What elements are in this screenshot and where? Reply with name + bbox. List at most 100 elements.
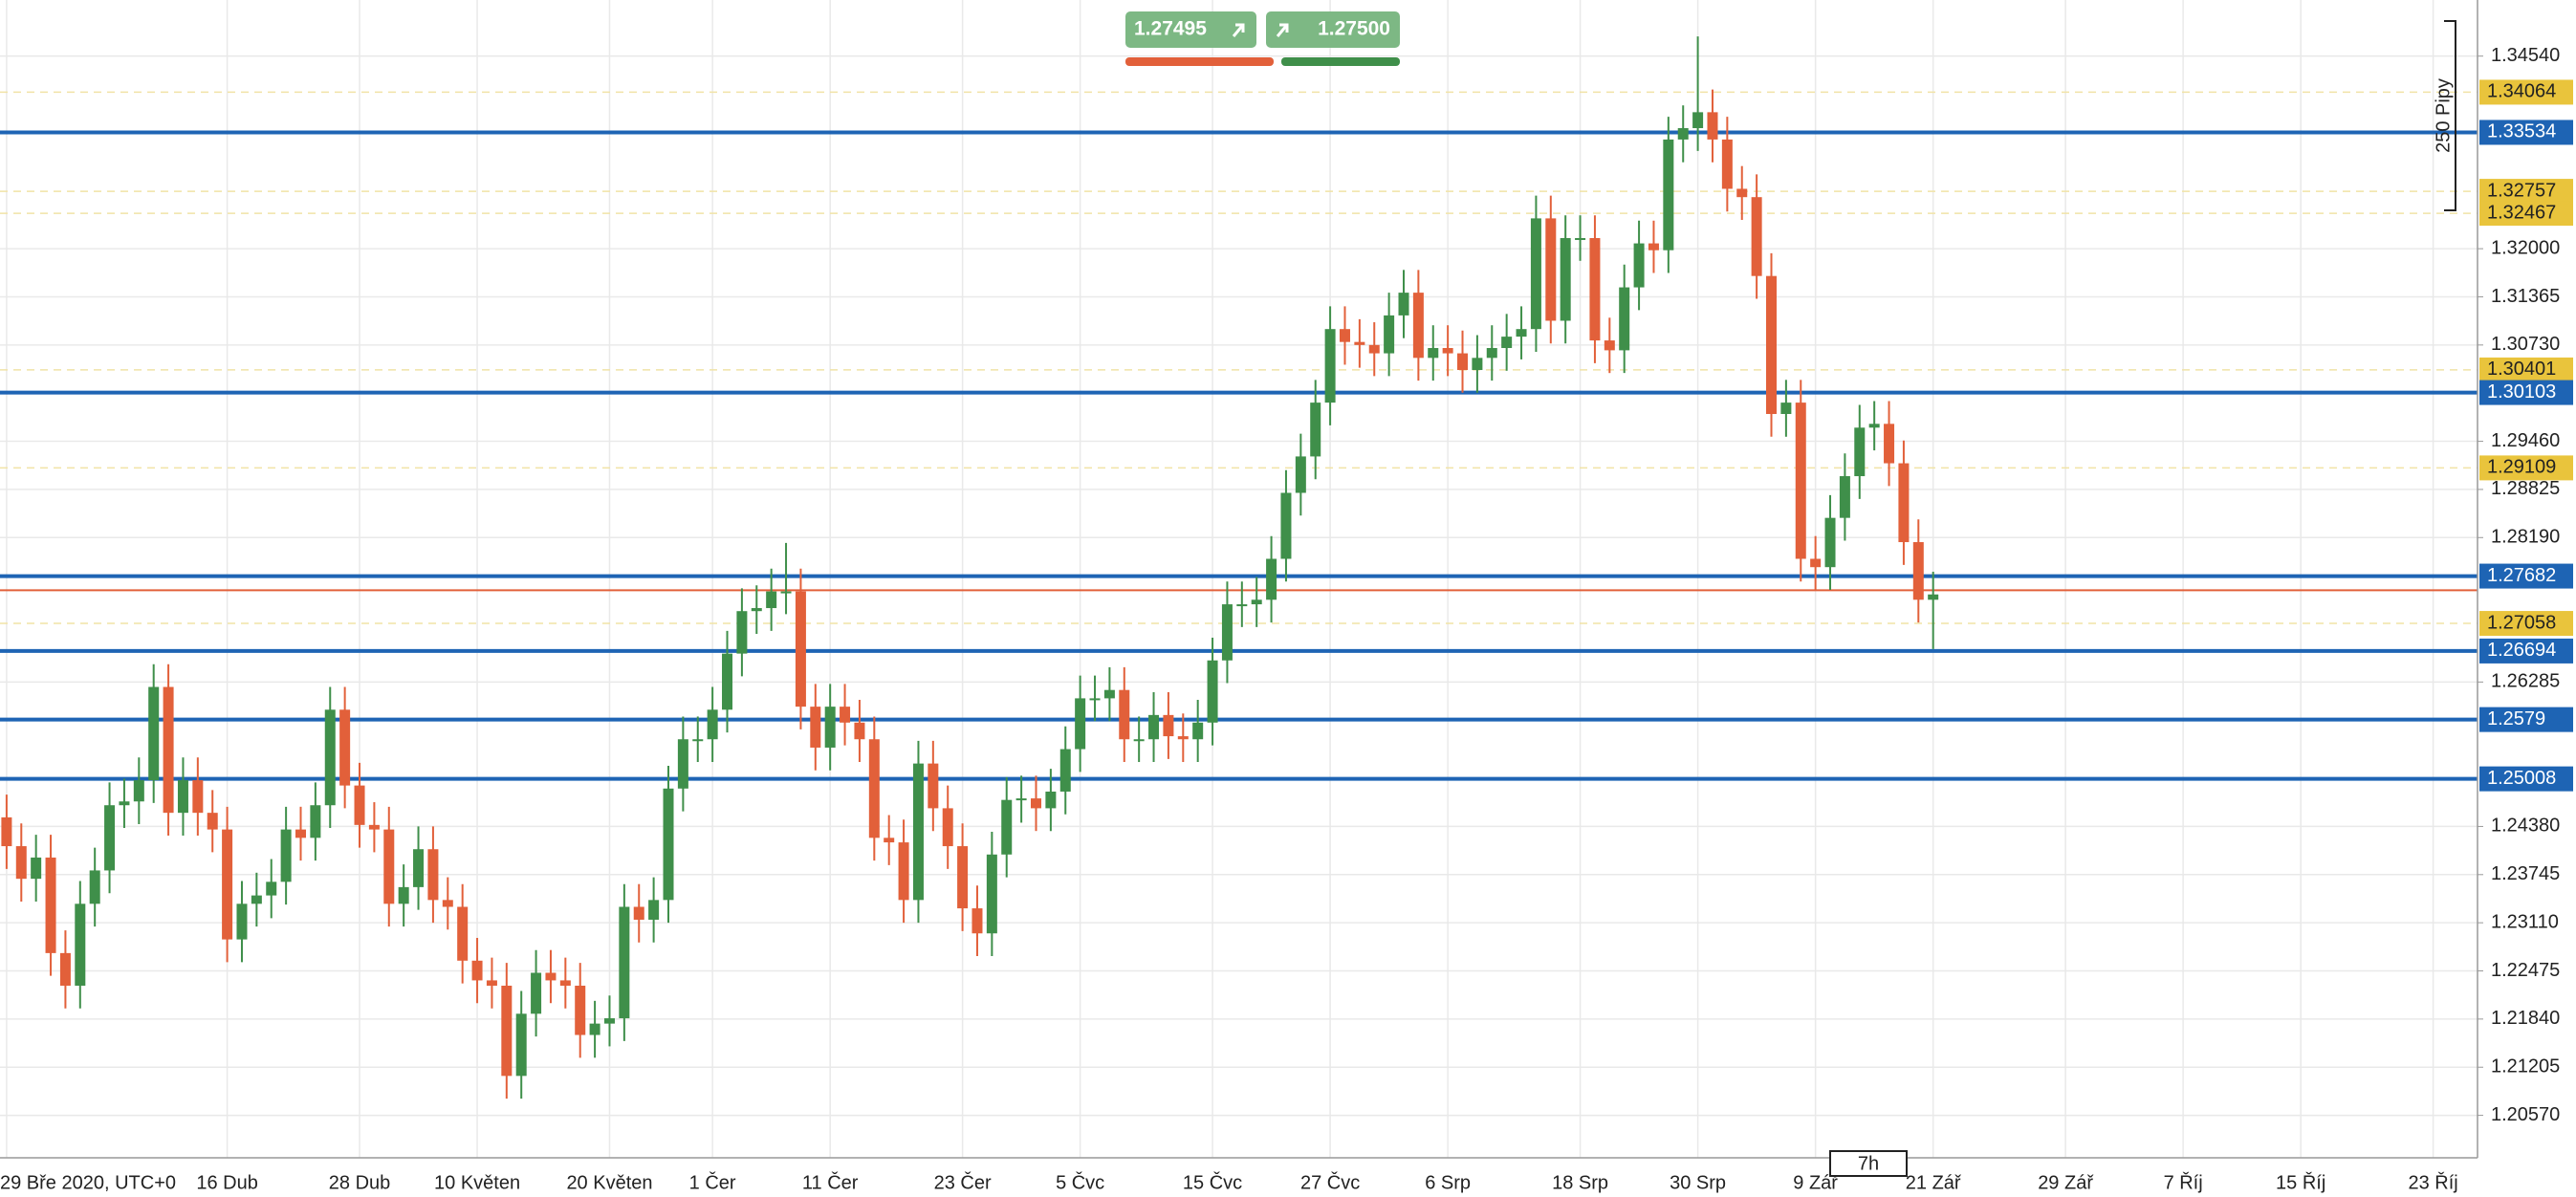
level-label: 1.26694 (2487, 640, 2556, 661)
marker-label: 1.29109 (2487, 457, 2556, 478)
candle-body (1780, 403, 1792, 415)
candle-body (1001, 799, 1013, 855)
candle-body (1368, 344, 1380, 354)
candle-body (295, 829, 306, 838)
candle-body (603, 1018, 615, 1024)
candle-body (1177, 736, 1189, 740)
cursor-label: 7h (1858, 1153, 1879, 1174)
candle-body (1075, 698, 1086, 750)
candles (1, 36, 1939, 1099)
x-tick-label: 9 Zář (1793, 1172, 1839, 1193)
x-tick-label: 10 Květen (434, 1172, 520, 1193)
candle-body (133, 780, 144, 802)
candle-body (1059, 749, 1071, 792)
y-tick-label: 1.24380 (2491, 816, 2560, 837)
trade-buttons: 1.27495 1.27500 (1125, 11, 1400, 66)
marker-box (2479, 611, 2573, 637)
candle-body (383, 829, 395, 904)
candle-body (501, 985, 513, 1077)
x-tick-label: 23 Říj (2408, 1171, 2457, 1193)
candle-body (163, 686, 174, 814)
candle-body (1884, 424, 1895, 464)
candle-body (1604, 340, 1615, 351)
candle-body (45, 857, 56, 953)
range-label: 250 Pipy (2433, 78, 2454, 153)
candle-body (310, 805, 321, 838)
buy-button[interactable]: 1.27500 (1266, 11, 1400, 48)
buy-bar (1281, 57, 1400, 66)
range-bracket: 250 Pipy (2433, 20, 2456, 211)
candle-body (148, 686, 160, 781)
sell-button-bg[interactable] (1125, 11, 1256, 48)
level-label: 1.25008 (2487, 768, 2556, 789)
candle-body (928, 763, 939, 809)
y-tick-label: 1.23110 (2491, 911, 2559, 932)
marker-label: 1.30401 (2487, 359, 2556, 380)
candle-body (1530, 218, 1541, 330)
candle-body (589, 1023, 600, 1035)
marker-label: 1.27058 (2487, 612, 2556, 633)
candle-body (1633, 243, 1645, 288)
candle-body (59, 952, 71, 986)
candle-body (324, 709, 336, 806)
candle-body (854, 722, 865, 740)
x-tick-label: 11 Čer (802, 1171, 859, 1193)
y-tick-label: 1.21205 (2491, 1056, 2560, 1077)
x-tick-label: 15 Čvc (1183, 1171, 1242, 1193)
candle-body (1751, 197, 1762, 276)
candle-body (1221, 604, 1233, 661)
candle-body (898, 842, 909, 901)
sell-icon (1232, 23, 1245, 37)
candle-body (648, 900, 660, 920)
level-box (2479, 380, 2573, 405)
y-tick-label: 1.31365 (2491, 286, 2560, 307)
candle-body (1912, 542, 1924, 600)
candle-body (1516, 329, 1527, 337)
candle-body (354, 785, 365, 825)
candle-body (1692, 112, 1704, 129)
x-tick-label: 5 Čvc (1056, 1171, 1104, 1193)
candle-body (663, 788, 674, 901)
sell-button[interactable]: 1.27495 (1125, 11, 1256, 48)
candle-body (457, 906, 469, 961)
candle-body (471, 960, 483, 981)
candle-body (868, 739, 880, 838)
grid (0, 0, 2478, 1158)
candle-body (1854, 427, 1866, 477)
candle-body (1339, 329, 1350, 342)
candle-body (1721, 139, 1733, 189)
marker-label: 1.32757 (2487, 180, 2556, 201)
cursor-box (1829, 1150, 1908, 1177)
candle-body (1589, 238, 1601, 341)
candle-body (1472, 358, 1483, 371)
y-tick-label: 1.30730 (2491, 334, 2560, 355)
buy-price[interactable]: 1.27500 (1318, 18, 1390, 40)
candle-body (104, 805, 116, 871)
x-tick-label: 23 Čer (934, 1171, 992, 1193)
candle-body (15, 846, 27, 880)
candle-body (1736, 188, 1748, 198)
x-tick-label: 20 Květen (566, 1172, 652, 1193)
candle-body (1295, 456, 1306, 493)
level-label: 1.33534 (2487, 121, 2556, 142)
candle-body (398, 886, 409, 904)
candle-body (545, 972, 557, 981)
candle-body (1148, 714, 1160, 740)
level-box (2479, 707, 2573, 732)
candle-body (1868, 424, 1880, 428)
level-label: 1.27682 (2487, 565, 2556, 586)
levels (0, 91, 2478, 781)
sell-price[interactable]: 1.27495 (1134, 18, 1207, 40)
candle-body (1810, 558, 1822, 568)
buy-button-bg[interactable] (1266, 11, 1400, 48)
candle-body (1045, 791, 1057, 809)
candle-body (795, 591, 806, 707)
candle-body (368, 824, 380, 830)
candle-body (1089, 698, 1101, 701)
marker-box (2479, 201, 2573, 227)
candle-body (1428, 348, 1439, 359)
candle-body (1619, 287, 1630, 351)
marker-box (2479, 79, 2573, 105)
candle-body (1031, 798, 1041, 809)
